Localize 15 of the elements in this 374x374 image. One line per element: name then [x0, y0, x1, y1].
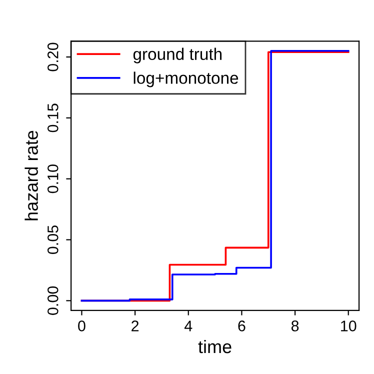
legend-label: ground truth — [133, 48, 222, 64]
x-tick-label: 0 — [78, 320, 86, 332]
y-axis-title: hazard rate — [24, 130, 38, 220]
x-tick-label: 4 — [184, 320, 192, 332]
y-tick-label: 0.10 — [48, 164, 58, 194]
legend-label: log+monotone — [134, 72, 238, 88]
x-tick-label: 2 — [132, 320, 139, 332]
y-tick-label: 0.00 — [48, 286, 58, 315]
y-tick-label: 0.15 — [48, 104, 58, 132]
y-tick-label: 0.20 — [48, 42, 58, 72]
x-tick-label: 10 — [341, 320, 356, 332]
x-tick-label: 6 — [238, 320, 246, 332]
y-tick-label: 0.05 — [48, 226, 58, 254]
x-axis-title: time — [198, 340, 232, 354]
x-tick-label: 8 — [291, 320, 299, 332]
